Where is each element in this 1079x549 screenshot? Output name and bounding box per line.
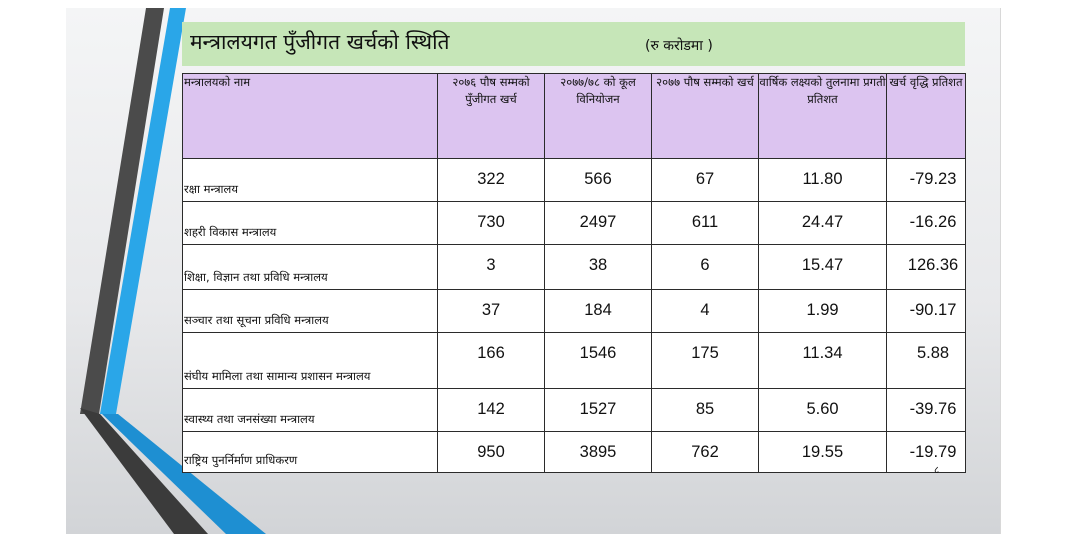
- ministry-name: संघीय मामिला तथा सामान्य प्रशासन मन्त्रा…: [182, 332, 438, 389]
- allocation: 1546: [544, 332, 652, 389]
- expense-2077: 762: [651, 431, 759, 473]
- header-progress-percent: वार्षिक लक्ष्यको तुलनामा प्रगती प्रतिशत: [758, 73, 887, 159]
- expense-2077: 4: [651, 289, 759, 333]
- page-number: ८: [934, 465, 940, 476]
- dark-wedge: [80, 408, 208, 534]
- slide-decoration: [80, 8, 266, 534]
- growth-percent: -16.26: [886, 201, 966, 245]
- allocation: 2497: [544, 201, 652, 245]
- expense-2076: 730: [437, 201, 545, 245]
- ministry-name: राष्ट्रिय पुनर्निर्माण प्राधिकरण: [182, 431, 438, 473]
- growth-percent: -79.23: [886, 158, 966, 202]
- progress-percent: 11.34: [758, 332, 887, 389]
- unit-label: (रु करोडमा ): [645, 38, 713, 54]
- allocation: 3895: [544, 431, 652, 473]
- ministry-name: शहरी विकास मन्त्रालय: [182, 201, 438, 245]
- progress-percent: 5.60: [758, 388, 887, 432]
- expense-2077: 175: [651, 332, 759, 389]
- dark-stripe: [80, 8, 164, 414]
- table-row: शिक्षा, विज्ञान तथा प्रविधि मन्त्रालय 3 …: [182, 244, 966, 290]
- expense-2077: 85: [651, 388, 759, 432]
- expense-2076: 322: [437, 158, 545, 202]
- ministry-name: रक्षा मन्त्रालय: [182, 158, 438, 202]
- title-bar: मन्त्रालयगत पुँजीगत खर्चको स्थिति (रु कर…: [182, 22, 965, 66]
- expense-2077: 67: [651, 158, 759, 202]
- progress-percent: 1.99: [758, 289, 887, 333]
- growth-percent: 5.88: [886, 332, 966, 389]
- expense-2076: 166: [437, 332, 545, 389]
- ministry-name: सञ्चार तथा सूचना प्रविधि मन्त्रालय: [182, 289, 438, 333]
- table-row: राष्ट्रिय पुनर्निर्माण प्राधिकरण 950 389…: [182, 431, 966, 473]
- growth-percent: -90.17: [886, 289, 966, 333]
- blue-stripe: [100, 8, 186, 414]
- growth-percent: 126.36: [886, 244, 966, 290]
- growth-percent: -39.76: [886, 388, 966, 432]
- allocation: 1527: [544, 388, 652, 432]
- table-row: सञ्चार तथा सूचना प्रविधि मन्त्रालय 37 18…: [182, 289, 966, 333]
- allocation: 184: [544, 289, 652, 333]
- header-expense-2077: २०७७ पौष सम्मको खर्च: [651, 73, 759, 159]
- header-row: मन्त्रालयको नाम २०७६ पौष सम्मको पुँजीगत …: [182, 73, 966, 159]
- ministry-name: स्वास्थ्य तथा जनसंख्या मन्त्रालय: [182, 388, 438, 432]
- header-ministry: मन्त्रालयको नाम: [182, 73, 438, 159]
- expense-2077: 6: [651, 244, 759, 290]
- progress-percent: 11.80: [758, 158, 887, 202]
- expense-2076: 37: [437, 289, 545, 333]
- header-allocation-2077-78: २०७७/७८ को कूल विनियोजन: [544, 73, 652, 159]
- header-expense-2076: २०७६ पौष सम्मको पुँजीगत खर्च: [437, 73, 545, 159]
- expense-2076: 142: [437, 388, 545, 432]
- allocation: 566: [544, 158, 652, 202]
- page-title: मन्त्रालयगत पुँजीगत खर्चको स्थिति: [190, 30, 450, 54]
- data-table: मन्त्रालयको नाम २०७६ पौष सम्मको पुँजीगत …: [182, 73, 966, 473]
- table-row: स्वास्थ्य तथा जनसंख्या मन्त्रालय 142 152…: [182, 388, 966, 432]
- table-row: संघीय मामिला तथा सामान्य प्रशासन मन्त्रा…: [182, 332, 966, 389]
- table-row: शहरी विकास मन्त्रालय 730 2497 611 24.47 …: [182, 201, 966, 245]
- allocation: 38: [544, 244, 652, 290]
- progress-percent: 19.55: [758, 431, 887, 473]
- progress-percent: 24.47: [758, 201, 887, 245]
- expense-2076: 950: [437, 431, 545, 473]
- header-growth-percent: खर्च वृद्धि प्रतिशत: [886, 73, 966, 159]
- table-row: रक्षा मन्त्रालय 322 566 67 11.80 -79.23: [182, 158, 966, 202]
- bottom-strip: [0, 535, 1079, 549]
- progress-percent: 15.47: [758, 244, 887, 290]
- expense-2076: 3: [437, 244, 545, 290]
- blue-wedge: [102, 414, 266, 534]
- ministry-name: शिक्षा, विज्ञान तथा प्रविधि मन्त्रालय: [182, 244, 438, 290]
- expense-2077: 611: [651, 201, 759, 245]
- growth-percent: -19.79: [886, 431, 966, 473]
